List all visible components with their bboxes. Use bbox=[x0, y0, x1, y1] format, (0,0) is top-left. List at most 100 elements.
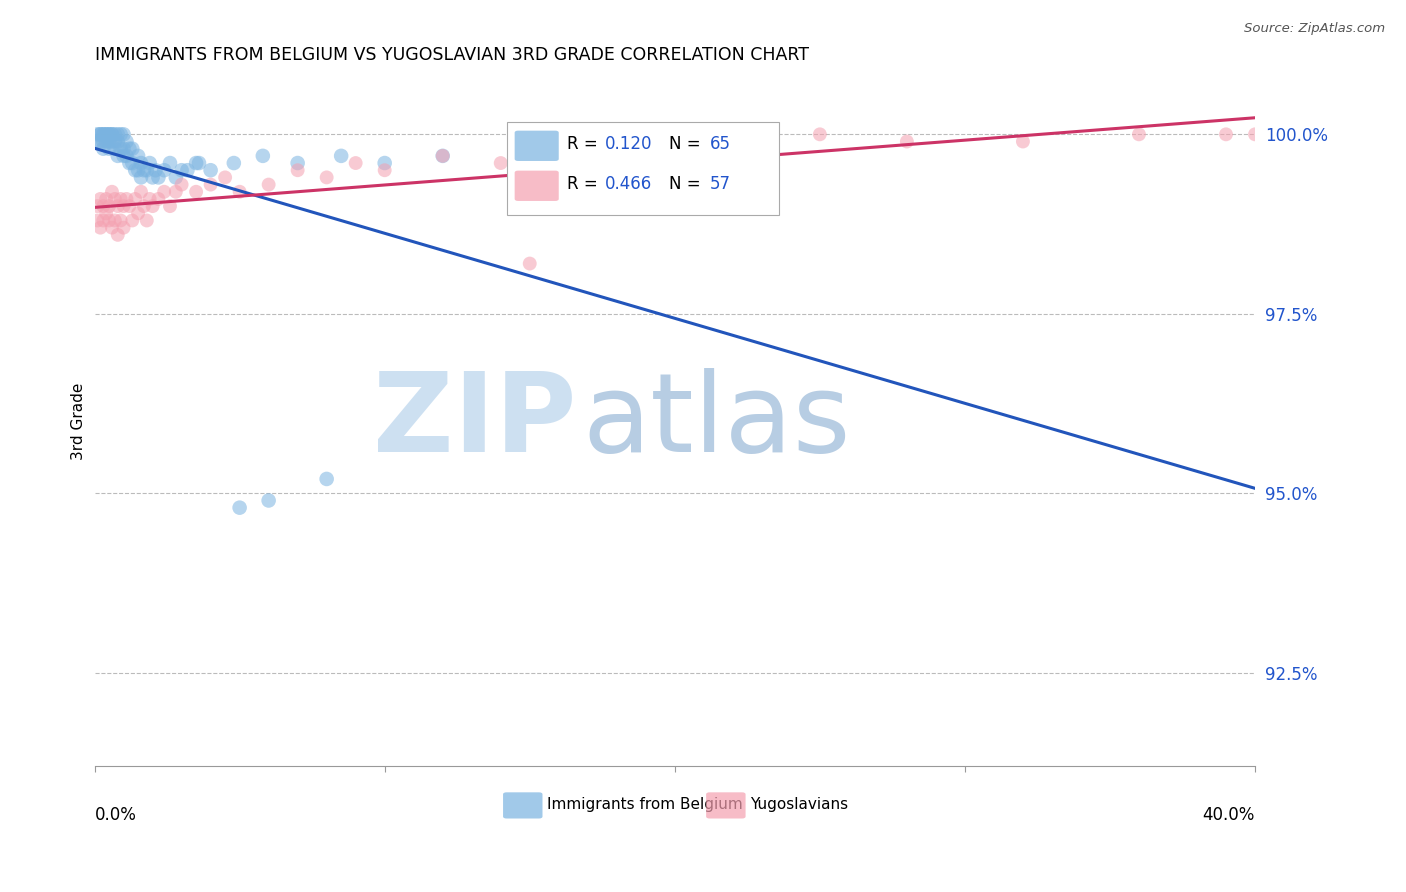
FancyBboxPatch shape bbox=[515, 130, 558, 161]
FancyBboxPatch shape bbox=[503, 792, 543, 819]
Point bbox=[519, 256, 541, 270]
Point bbox=[170, 163, 193, 178]
Point bbox=[112, 128, 135, 142]
Point bbox=[101, 135, 124, 149]
Point bbox=[91, 135, 114, 149]
Point bbox=[165, 170, 187, 185]
Point bbox=[127, 163, 149, 178]
Point bbox=[145, 163, 167, 178]
Text: 40.0%: 40.0% bbox=[1202, 805, 1256, 823]
Point bbox=[228, 185, 250, 199]
Point bbox=[1215, 128, 1237, 142]
Point bbox=[547, 142, 569, 156]
Point bbox=[91, 128, 114, 142]
Point bbox=[330, 149, 353, 163]
Point bbox=[200, 178, 222, 192]
Point bbox=[124, 192, 146, 206]
Point bbox=[188, 156, 211, 170]
Point bbox=[115, 192, 138, 206]
Point bbox=[896, 135, 918, 149]
Point bbox=[91, 199, 114, 213]
Point bbox=[127, 206, 149, 220]
Point bbox=[135, 163, 157, 178]
Point bbox=[89, 220, 111, 235]
Point bbox=[252, 149, 274, 163]
Point bbox=[101, 128, 124, 142]
Text: N =: N = bbox=[669, 135, 706, 153]
Point bbox=[1012, 135, 1035, 149]
Point bbox=[432, 149, 454, 163]
Point bbox=[110, 213, 132, 227]
Point bbox=[315, 170, 337, 185]
Point bbox=[1128, 128, 1150, 142]
Point bbox=[184, 185, 207, 199]
Point bbox=[98, 213, 121, 227]
Point bbox=[86, 135, 108, 149]
Point bbox=[98, 142, 121, 156]
Point bbox=[374, 156, 396, 170]
Point bbox=[374, 163, 396, 178]
Point bbox=[214, 170, 236, 185]
Point bbox=[132, 199, 155, 213]
Point bbox=[200, 163, 222, 178]
Point bbox=[110, 142, 132, 156]
Point bbox=[148, 192, 170, 206]
Point bbox=[148, 170, 170, 185]
FancyBboxPatch shape bbox=[706, 792, 745, 819]
Point bbox=[129, 156, 152, 170]
Text: Immigrants from Belgium: Immigrants from Belgium bbox=[547, 797, 742, 812]
Point bbox=[115, 149, 138, 163]
Point bbox=[138, 156, 160, 170]
Point bbox=[89, 192, 111, 206]
Point bbox=[110, 192, 132, 206]
Y-axis label: 3rd Grade: 3rd Grade bbox=[72, 383, 86, 460]
Point bbox=[257, 178, 280, 192]
Point bbox=[432, 149, 454, 163]
Point bbox=[107, 199, 129, 213]
Point bbox=[104, 135, 127, 149]
Point bbox=[287, 163, 309, 178]
Point bbox=[91, 128, 114, 142]
Point bbox=[606, 149, 628, 163]
Text: Source: ZipAtlas.com: Source: ZipAtlas.com bbox=[1244, 22, 1385, 36]
Text: atlas: atlas bbox=[582, 368, 851, 475]
Point bbox=[112, 220, 135, 235]
Point bbox=[112, 142, 135, 156]
Point bbox=[118, 142, 141, 156]
Point bbox=[98, 199, 121, 213]
Point bbox=[138, 192, 160, 206]
Point bbox=[115, 135, 138, 149]
Point bbox=[98, 135, 121, 149]
Point bbox=[159, 199, 181, 213]
Text: Yugoslavians: Yugoslavians bbox=[751, 797, 848, 812]
Point bbox=[121, 156, 143, 170]
Point bbox=[112, 149, 135, 163]
Point bbox=[142, 199, 165, 213]
Point bbox=[153, 185, 176, 199]
Point bbox=[228, 500, 250, 515]
Point bbox=[159, 156, 181, 170]
Point bbox=[315, 472, 337, 486]
Point bbox=[132, 163, 155, 178]
Point bbox=[121, 213, 143, 227]
Point bbox=[96, 128, 118, 142]
Point bbox=[104, 128, 127, 142]
Point bbox=[135, 213, 157, 227]
Point bbox=[107, 135, 129, 149]
Point bbox=[664, 135, 686, 149]
Point bbox=[98, 128, 121, 142]
Text: R =: R = bbox=[567, 135, 603, 153]
Point bbox=[127, 149, 149, 163]
Text: IMMIGRANTS FROM BELGIUM VS YUGOSLAVIAN 3RD GRADE CORRELATION CHART: IMMIGRANTS FROM BELGIUM VS YUGOSLAVIAN 3… bbox=[94, 46, 808, 64]
Point bbox=[96, 206, 118, 220]
Point bbox=[170, 178, 193, 192]
Point bbox=[257, 493, 280, 508]
Point bbox=[176, 163, 198, 178]
Point bbox=[344, 156, 367, 170]
FancyBboxPatch shape bbox=[515, 170, 558, 201]
Point bbox=[98, 128, 121, 142]
Point bbox=[96, 128, 118, 142]
Text: 65: 65 bbox=[710, 135, 731, 153]
Text: R =: R = bbox=[567, 175, 603, 193]
Point bbox=[91, 142, 114, 156]
